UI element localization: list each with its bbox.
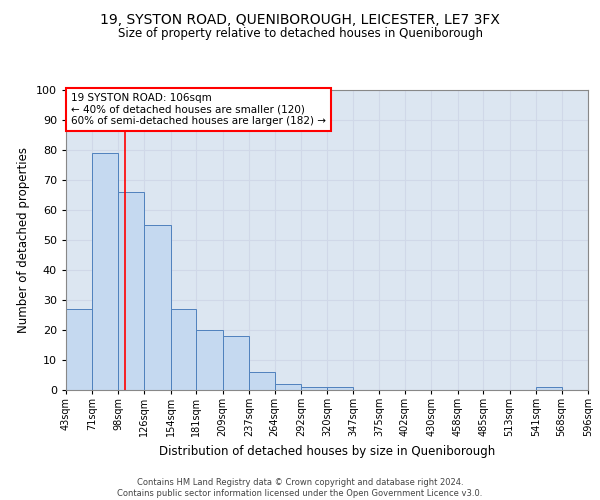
Bar	[223, 336, 249, 390]
Bar	[66, 309, 92, 390]
Bar	[145, 225, 171, 390]
Bar	[92, 153, 118, 390]
Text: 19 SYSTON ROAD: 106sqm
← 40% of detached houses are smaller (120)
60% of semi-de: 19 SYSTON ROAD: 106sqm ← 40% of detached…	[71, 93, 326, 126]
Bar	[536, 387, 562, 390]
Y-axis label: Number of detached properties: Number of detached properties	[17, 147, 31, 333]
Bar	[275, 384, 301, 390]
Text: 19, SYSTON ROAD, QUENIBOROUGH, LEICESTER, LE7 3FX: 19, SYSTON ROAD, QUENIBOROUGH, LEICESTER…	[100, 12, 500, 26]
Bar	[171, 309, 196, 390]
Bar	[301, 387, 328, 390]
Text: Contains HM Land Registry data © Crown copyright and database right 2024.
Contai: Contains HM Land Registry data © Crown c…	[118, 478, 482, 498]
X-axis label: Distribution of detached houses by size in Queniborough: Distribution of detached houses by size …	[159, 444, 495, 458]
Bar	[328, 387, 353, 390]
Bar	[118, 192, 145, 390]
Text: Size of property relative to detached houses in Queniborough: Size of property relative to detached ho…	[118, 28, 482, 40]
Bar	[196, 330, 223, 390]
Bar	[249, 372, 275, 390]
